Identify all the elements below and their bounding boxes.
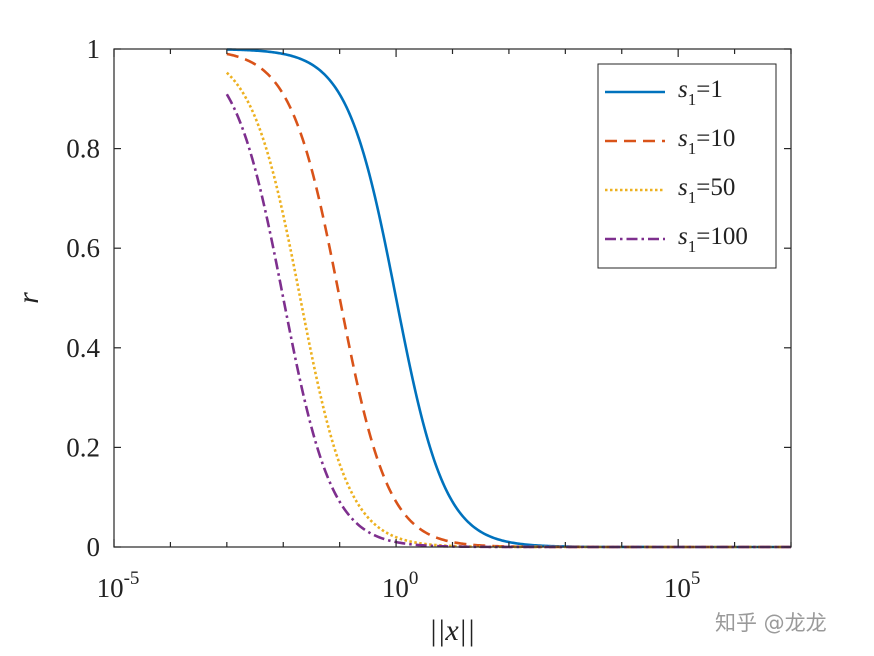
y-tick-label: 0.4 — [66, 333, 100, 363]
y-tick-labels: 0 0.2 0.4 0.6 0.8 1 — [66, 34, 100, 562]
legend: s1=1 s1=10 s1=50 s1=100 — [597, 63, 777, 269]
x-tick-labels: 10-5 100 105 — [97, 568, 701, 603]
x-axis-label: ||x|| — [429, 614, 475, 647]
legend-label-3: s1=50 — [678, 174, 735, 207]
x-tick-label: 10-5 — [97, 568, 140, 603]
plot-frame — [113, 48, 792, 548]
series-line-2 — [226, 52, 791, 549]
legend-box — [597, 63, 777, 269]
y-tick-label: 0.8 — [66, 134, 100, 164]
y-tick-label: 0.6 — [66, 233, 100, 263]
y-tick-label: 0.2 — [66, 432, 100, 462]
y-tick-label: 1 — [87, 34, 101, 64]
series-line-3 — [225, 71, 791, 549]
watermark: 知乎 @龙龙 — [715, 611, 827, 635]
y-axis-label: r — [12, 292, 45, 304]
legend-label-2: s1=10 — [678, 125, 735, 158]
legend-label-4: s1=100 — [678, 223, 748, 256]
y-tick-label: 0 — [87, 532, 101, 562]
x-tick-label: 100 — [382, 568, 419, 603]
legend-label-1: s1=1 — [678, 76, 723, 109]
x-tick-label: 105 — [664, 568, 701, 603]
